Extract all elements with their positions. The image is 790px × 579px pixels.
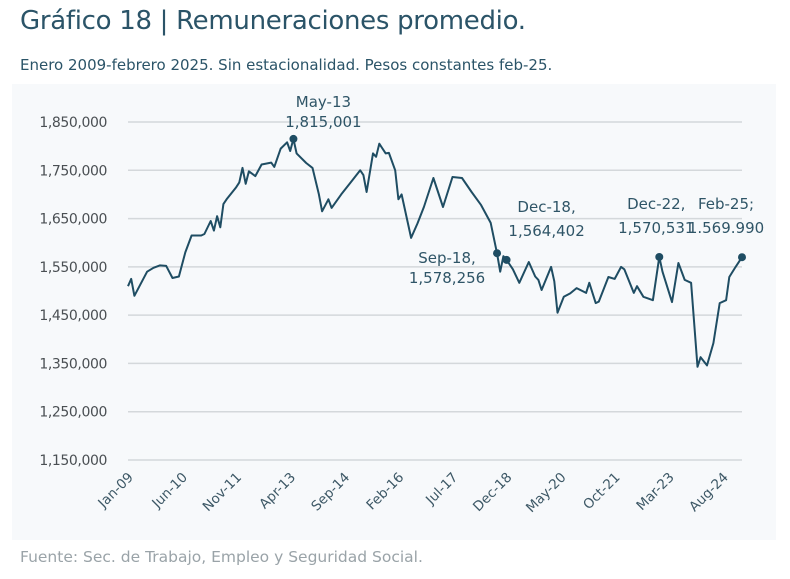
y-tick-label: 1,650,000 xyxy=(39,212,107,228)
x-tick-label: Apr-13 xyxy=(256,470,299,513)
y-tick-label: 1,550,000 xyxy=(39,260,107,276)
chart-subtitle: Enero 2009-febrero 2025. Sin estacionali… xyxy=(20,56,553,74)
plot-background xyxy=(12,84,776,540)
annotation-label: May-13 xyxy=(296,93,351,111)
series-line xyxy=(127,137,743,368)
annotation-marker xyxy=(502,255,511,264)
x-tick-label: Nov-11 xyxy=(200,470,245,515)
annotation-value: 1.569.990 xyxy=(688,219,764,237)
annotation-label: Sep-18, xyxy=(418,249,476,267)
x-tick-label: Jun-10 xyxy=(148,470,191,513)
y-tick-label: 1,250,000 xyxy=(39,405,107,421)
annotation-value: 1,564,402 xyxy=(508,222,584,240)
annotation-value: 1,815,001 xyxy=(285,113,361,131)
x-tick-label: May-20 xyxy=(523,470,569,516)
y-tick-label: 1,450,000 xyxy=(39,308,107,324)
y-tick-label: 1,850,000 xyxy=(39,115,107,131)
x-tick-label: Jan-09 xyxy=(94,470,136,512)
annotation-value: 1,578,256 xyxy=(409,269,485,287)
x-tick-label: Oct-21 xyxy=(580,470,623,513)
y-tick-label: 1,750,000 xyxy=(39,163,107,179)
annotation-label: Dec-22, xyxy=(627,195,685,213)
x-tick-label: Mar-23 xyxy=(633,470,677,514)
y-tick-label: 1,350,000 xyxy=(39,356,107,372)
source-note: Fuente: Sec. de Trabajo, Empleo y Seguri… xyxy=(20,548,423,566)
annotation-value: 1,570,531 xyxy=(618,219,694,237)
x-tick-label: Aug-24 xyxy=(686,470,732,516)
annotation-marker xyxy=(493,249,502,258)
x-tick-label: Dec-18 xyxy=(470,470,515,515)
annotation-label: Dec-18, xyxy=(517,198,575,216)
annotation-marker xyxy=(655,252,664,261)
y-tick-label: 1,150,000 xyxy=(39,453,107,469)
chart-title: Gráfico 18 | Remuneraciones promedio. xyxy=(20,6,526,36)
x-tick-label: Jul-17 xyxy=(422,470,461,509)
x-tick-label: Sep-14 xyxy=(308,470,353,515)
annotation-label: Feb-25; xyxy=(698,195,754,213)
annotation-marker xyxy=(289,134,298,143)
annotation-marker xyxy=(738,253,746,262)
x-tick-label: Feb-16 xyxy=(363,470,407,514)
